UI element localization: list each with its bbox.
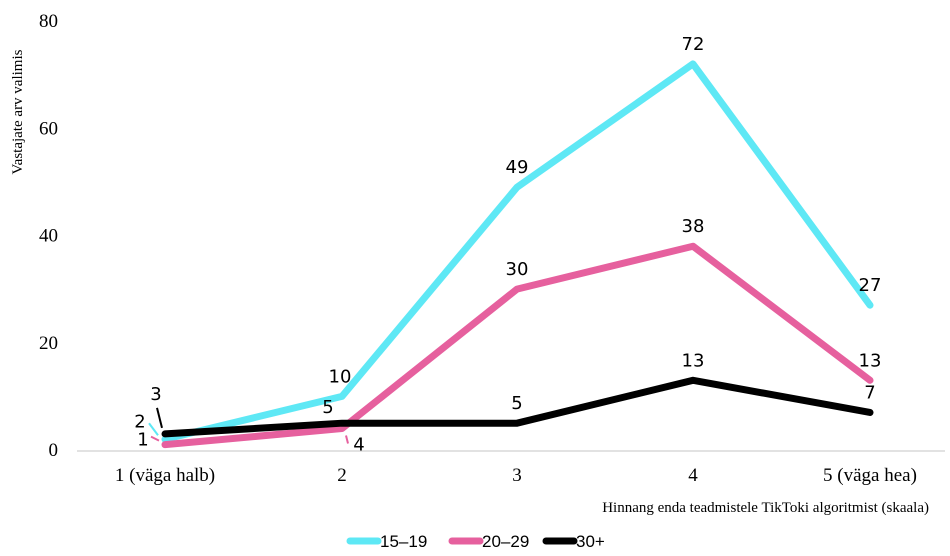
y-tick-label: 0 [49, 440, 59, 461]
y-axis-title: Vastajate arv valimis [10, 49, 26, 174]
y-axis-ticks: 0 20 40 60 80 [39, 11, 58, 461]
data-label: 13 [682, 350, 705, 371]
data-label: 49 [506, 157, 529, 178]
x-axis-title: Hinnang enda teadmistele TikToki algorit… [602, 500, 929, 516]
data-label: 3 [150, 384, 161, 405]
series-line-3 [161, 376, 874, 438]
legend-label: 20–29 [482, 532, 529, 551]
series-lines [161, 60, 874, 449]
data-label: 72 [682, 34, 705, 55]
data-label: 5 [511, 393, 522, 414]
data-label-leader [150, 435, 160, 442]
x-tick-label: 5 (väga hea) [823, 465, 917, 486]
x-tick-label: 2 [337, 465, 347, 486]
y-tick-label: 20 [39, 333, 58, 354]
data-label: 1 [137, 430, 148, 451]
x-axis-ticks: 1 (väga halb) 2 3 4 5 (väga hea) [115, 465, 917, 486]
legend-label: 30+ [576, 532, 605, 551]
legend-item: 15–19 [346, 532, 427, 551]
data-label: 30 [506, 259, 529, 280]
data-label-leader [156, 407, 163, 429]
legend-label: 15–19 [380, 532, 427, 551]
data-label: 38 [682, 216, 705, 237]
x-tick-label: 4 [688, 465, 698, 486]
data-label: 27 [859, 275, 882, 296]
data-label-leader [345, 435, 349, 444]
y-tick-label: 40 [39, 226, 58, 247]
y-tick-label: 60 [39, 118, 58, 139]
x-tick-label: 3 [512, 465, 522, 486]
y-tick-label: 80 [39, 11, 58, 32]
x-tick-label: 1 (väga halb) [115, 465, 215, 486]
data-label: 5 [322, 397, 333, 418]
data-label: 13 [859, 350, 882, 371]
data-label: 2 [134, 411, 145, 432]
data-labels: 2 10 49 72 27 1 4 30 38 13 3 5 5 13 7 [134, 34, 881, 456]
series-line-2 [161, 242, 874, 449]
data-label-leader [148, 422, 159, 436]
series-line-1 [161, 60, 874, 443]
data-label: 4 [353, 435, 364, 456]
legend-item: 20–29 [448, 532, 529, 551]
legend-item: 30+ [542, 532, 605, 551]
data-label: 10 [329, 366, 352, 387]
legend: 15–19 20–29 30+ [346, 532, 605, 551]
data-label: 7 [864, 382, 875, 403]
